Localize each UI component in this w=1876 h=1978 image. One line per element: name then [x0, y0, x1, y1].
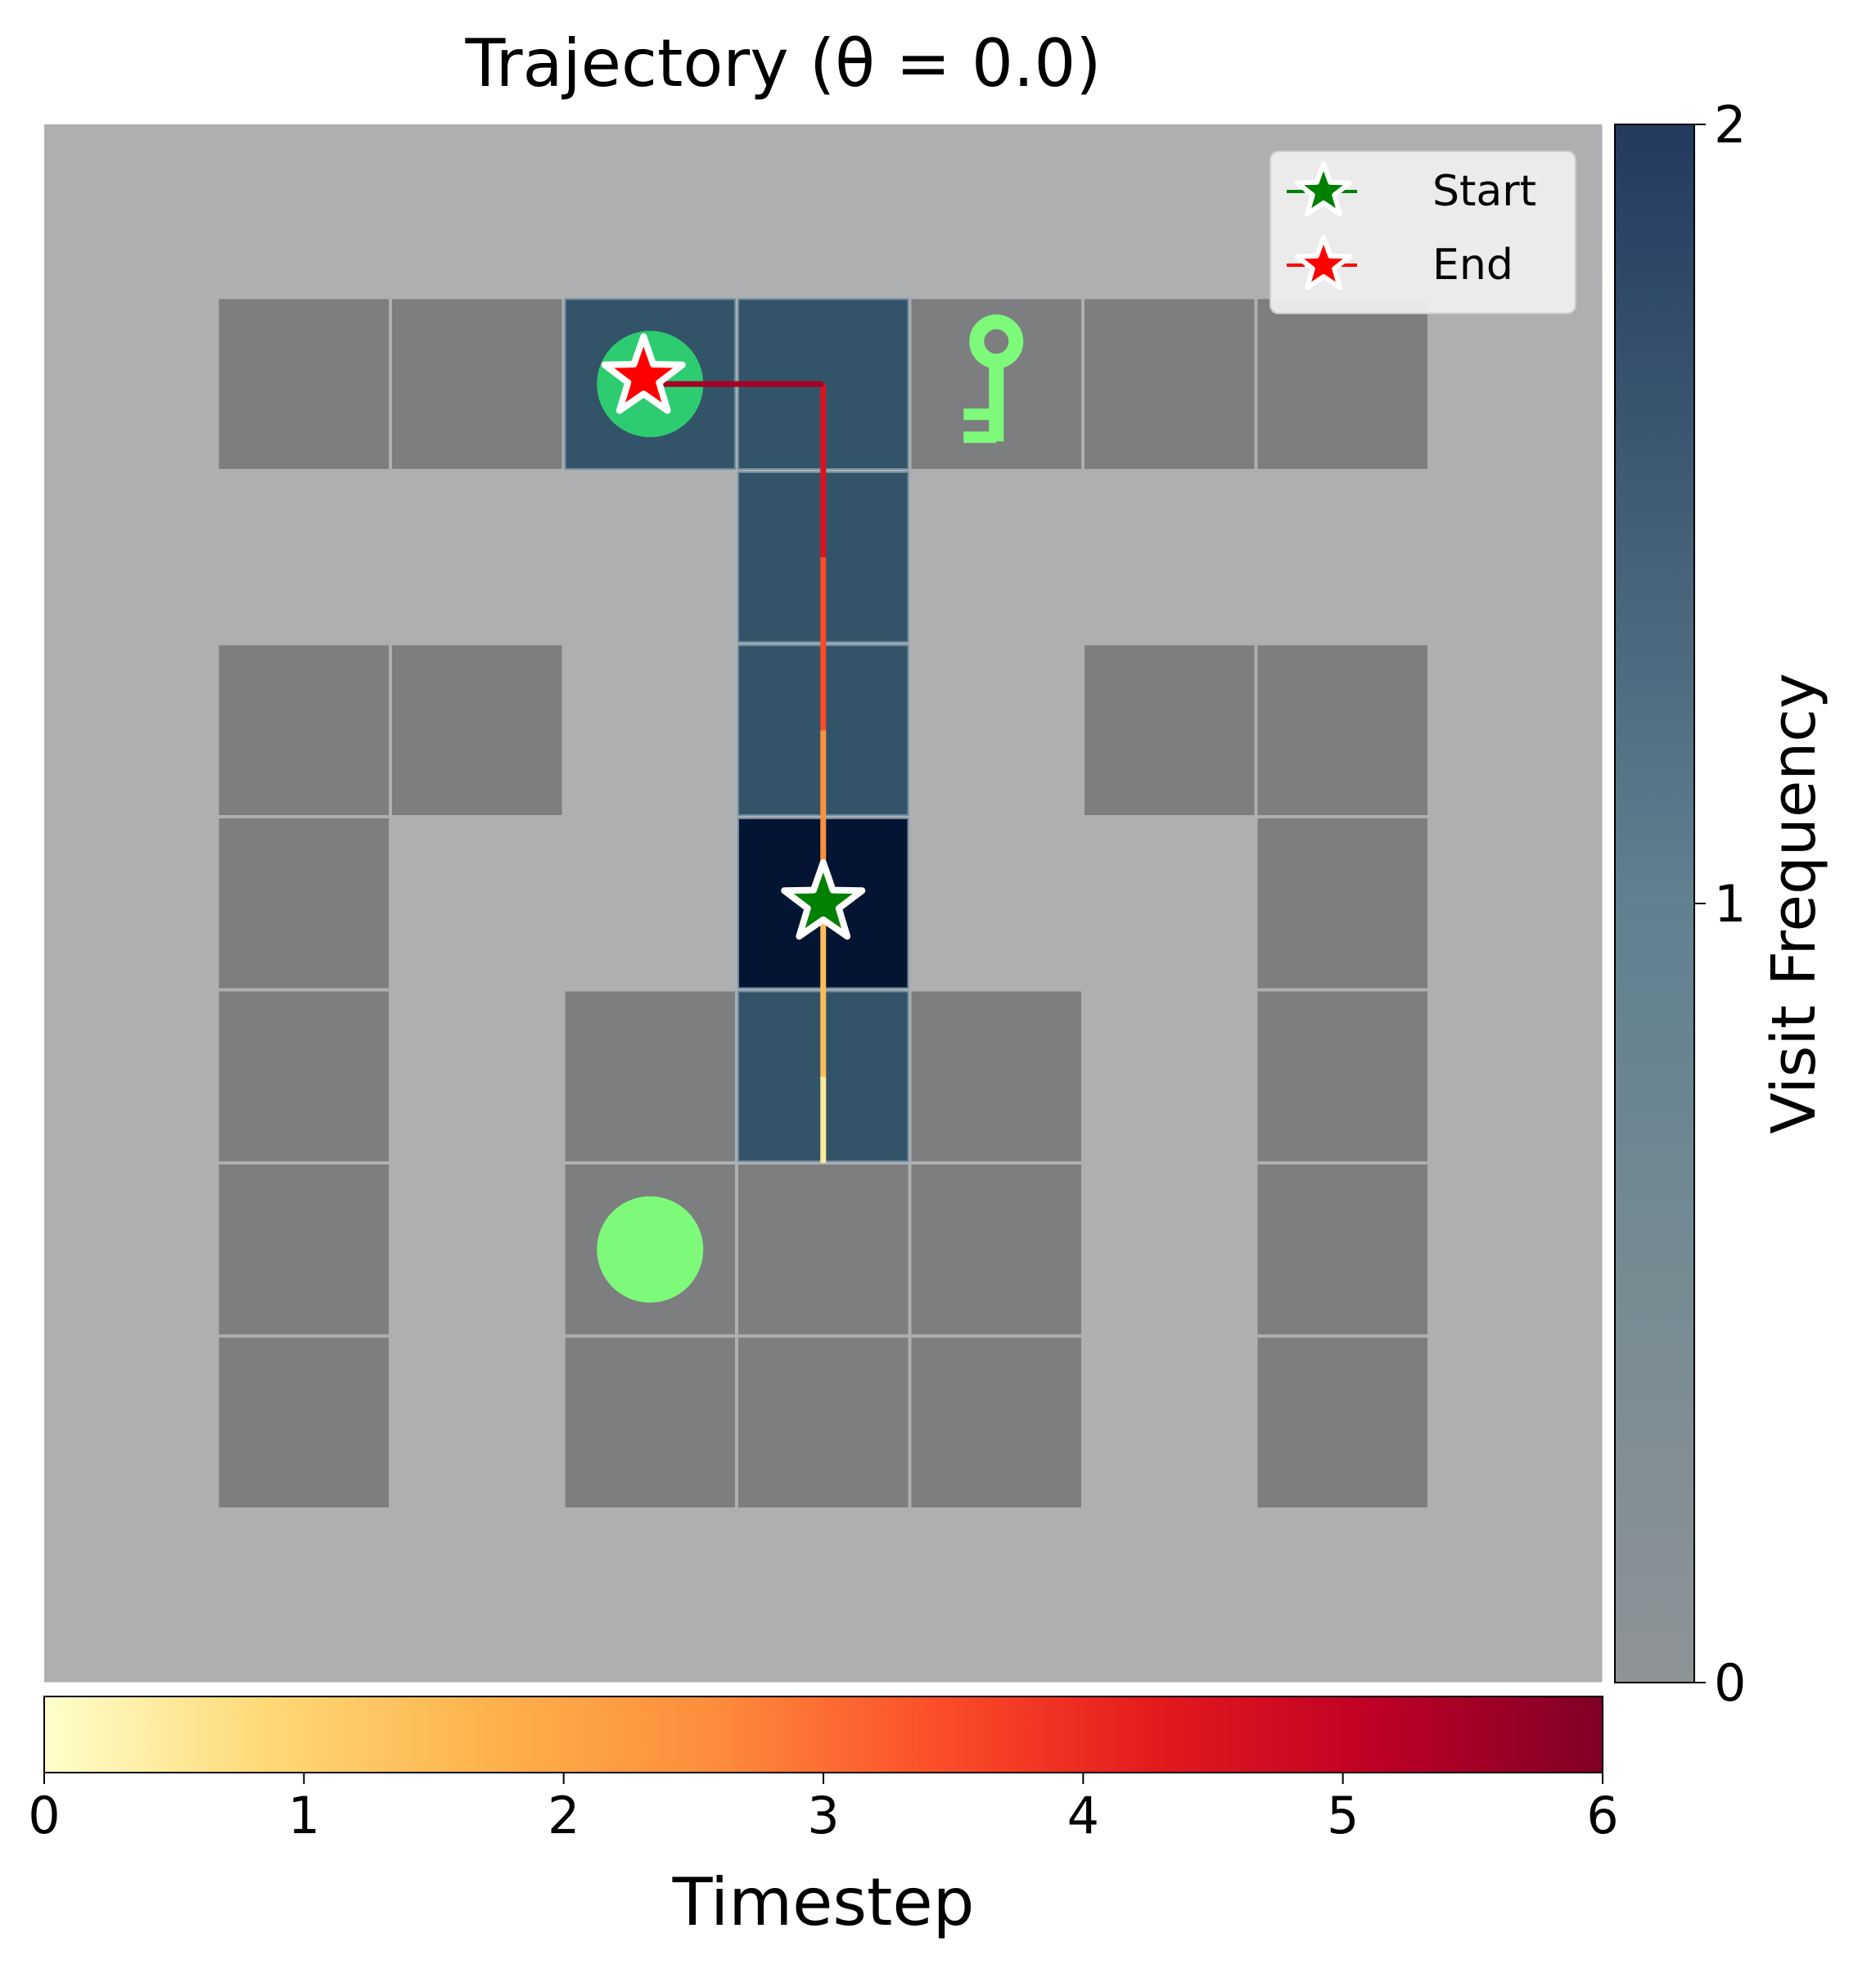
visit-colorbar-ticks: 0 1 2 [1694, 95, 1746, 1713]
wall-cell [1257, 818, 1427, 989]
wall-cell [392, 299, 562, 469]
visit-tick-label: 0 [1714, 1653, 1746, 1713]
wall-cell [1257, 991, 1427, 1161]
visit-frequency-colorbar: 0 1 2 Visit Frequency [1614, 95, 1829, 1713]
time-tick-label: 4 [1067, 1786, 1099, 1845]
visit-tick-label: 2 [1714, 95, 1746, 155]
time-tick-label: 0 [28, 1786, 60, 1845]
time-tick-label: 6 [1586, 1786, 1618, 1845]
visit-colorbar-label: Visit Frequency [1759, 673, 1829, 1134]
wall-cell [738, 1337, 909, 1507]
wall-cell [392, 645, 562, 815]
time-tick-label: 1 [288, 1786, 320, 1845]
legend-end-label: End [1432, 241, 1513, 290]
wall-cell [911, 1337, 1081, 1507]
wall-cell [1257, 299, 1427, 469]
wall-cell [911, 1165, 1081, 1335]
time-tick-label: 3 [807, 1786, 839, 1845]
ball-object [597, 1196, 704, 1303]
wall-cell [219, 818, 389, 989]
legend-end-star-icon [1294, 235, 1353, 291]
wall-cell [1085, 645, 1255, 815]
time-tick-label: 2 [548, 1786, 579, 1845]
end-star-icon [601, 333, 686, 414]
wall-cell [219, 645, 389, 815]
legend: Start End [1269, 151, 1576, 314]
chart-title: Trajectory (θ = 0.0) [465, 25, 1102, 101]
visit-tick-label: 1 [1714, 874, 1746, 934]
wall-cell [565, 991, 735, 1161]
wall-cell [219, 1165, 389, 1335]
start-star-icon [781, 858, 866, 940]
wall-cell [1257, 1337, 1427, 1507]
wall-cell [219, 991, 389, 1161]
time-colorbar-fill [43, 1696, 1603, 1773]
wall-cell [565, 1337, 735, 1507]
wall-cell [1085, 299, 1255, 469]
wall-cell [219, 299, 389, 469]
key-icon [963, 314, 1024, 444]
wall-cell [219, 1337, 389, 1507]
timestep-colorbar: 0 1 2 3 4 5 6 Timestep [28, 1696, 1619, 1940]
wall-cell [738, 1165, 909, 1335]
legend-start-label: Start [1432, 167, 1536, 216]
wall-cell [911, 991, 1081, 1161]
wall-cell [1257, 645, 1427, 815]
visit-colorbar-fill [1614, 124, 1695, 1683]
legend-start-star-icon [1294, 161, 1353, 217]
time-colorbar-ticks: 0 1 2 3 4 5 6 [28, 1773, 1619, 1845]
start-end-markers [601, 333, 866, 940]
wall-cell [1257, 1165, 1427, 1335]
time-colorbar-label: Timestep [672, 1864, 975, 1940]
time-tick-label: 5 [1327, 1786, 1359, 1845]
